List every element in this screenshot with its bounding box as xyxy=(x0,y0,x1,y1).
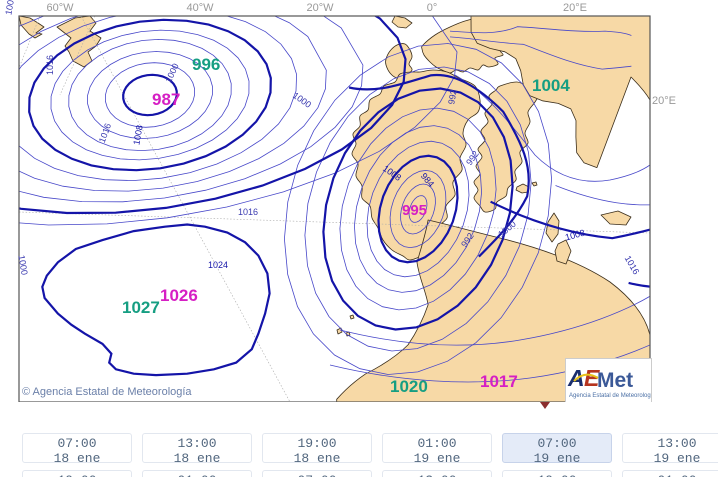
svg-text:Agencia Estatal de Meteorologí: Agencia Estatal de Meteorología xyxy=(569,393,651,399)
svg-text:Met: Met xyxy=(597,369,633,392)
svg-text:A: A xyxy=(567,365,585,391)
